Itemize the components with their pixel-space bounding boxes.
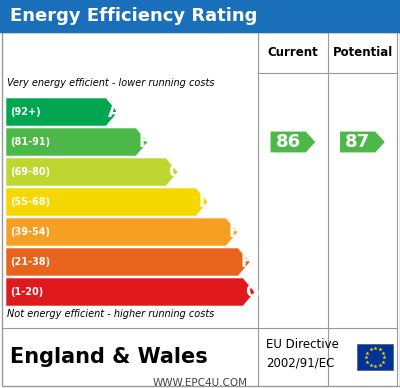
Text: C: C — [168, 163, 180, 181]
Polygon shape — [6, 128, 148, 156]
Text: F: F — [240, 253, 251, 271]
Polygon shape — [270, 131, 316, 153]
Text: (69-80): (69-80) — [10, 167, 50, 177]
Text: 86: 86 — [276, 133, 300, 151]
Text: Not energy efficient - higher running costs: Not energy efficient - higher running co… — [7, 309, 214, 319]
Bar — [357, 344, 393, 370]
Polygon shape — [6, 218, 238, 246]
Polygon shape — [6, 158, 178, 186]
Text: (1-20): (1-20) — [10, 287, 43, 297]
Bar — [0, 0, 400, 32]
Text: (55-68): (55-68) — [10, 197, 50, 207]
Text: Current: Current — [268, 46, 318, 59]
Text: 87: 87 — [345, 133, 370, 151]
Polygon shape — [6, 98, 118, 126]
Text: A: A — [108, 103, 121, 121]
Polygon shape — [6, 278, 255, 306]
Text: EU Directive
2002/91/EC: EU Directive 2002/91/EC — [266, 338, 339, 369]
Text: Very energy efficient - lower running costs: Very energy efficient - lower running co… — [7, 78, 214, 88]
Text: D: D — [198, 193, 212, 211]
Text: G: G — [245, 283, 259, 301]
Text: WWW.EPC4U.COM: WWW.EPC4U.COM — [152, 378, 248, 388]
Text: B: B — [138, 133, 151, 151]
Polygon shape — [340, 131, 386, 153]
Polygon shape — [6, 188, 208, 216]
Text: England & Wales: England & Wales — [10, 347, 208, 367]
Text: (39-54): (39-54) — [10, 227, 50, 237]
Text: Energy Efficiency Rating: Energy Efficiency Rating — [10, 7, 257, 25]
Text: E: E — [228, 223, 239, 241]
Text: (92+): (92+) — [10, 107, 41, 117]
Text: Potential: Potential — [332, 46, 393, 59]
Polygon shape — [6, 248, 250, 276]
Text: (81-91): (81-91) — [10, 137, 50, 147]
Text: (21-38): (21-38) — [10, 257, 50, 267]
